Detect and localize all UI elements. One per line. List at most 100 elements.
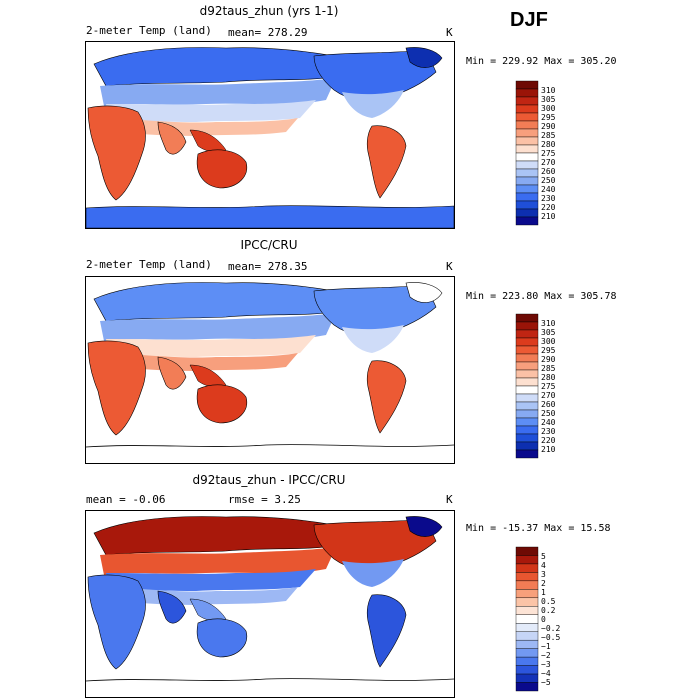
map2-australia — [196, 384, 248, 424]
colorbar-3-label: −0.5 — [541, 633, 560, 642]
colorbar-1-box — [515, 160, 539, 170]
colorbar-3-box — [515, 572, 539, 582]
colorbar-3-label: −4 — [541, 669, 551, 678]
map1-namerica-south — [342, 90, 404, 118]
colorbar-3-box — [515, 639, 539, 649]
colorbar-3-box — [515, 673, 539, 683]
colorbar-3-label: 3 — [541, 570, 546, 579]
colorbar-2-label: 240 — [541, 418, 556, 427]
colorbar-3-label: 5 — [541, 552, 546, 561]
colorbar-2-box — [515, 425, 539, 435]
colorbar-1-box — [515, 168, 539, 178]
panel-3-rmse: rmse = 3.25 — [228, 493, 301, 506]
colorbar-2-box — [515, 393, 539, 403]
colorbar-3-box — [515, 682, 539, 692]
colorbar-3-box — [515, 546, 539, 556]
map1-antarctica — [86, 205, 454, 228]
colorbar-2-box — [515, 361, 539, 371]
colorbar-1-box — [515, 112, 539, 122]
map1-seasia — [189, 129, 227, 153]
colorbar-2-label: 305 — [541, 328, 556, 337]
colorbar-1-box — [515, 144, 539, 154]
colorbar-3-label: 4 — [541, 561, 546, 570]
colorbar-2-label: 310 — [541, 319, 556, 328]
colorbar-2-label: 230 — [541, 427, 556, 436]
colorbar-3-box — [515, 597, 539, 607]
colorbar-3-box — [515, 665, 539, 675]
panel-2-map — [85, 276, 455, 464]
colorbar-1-box — [515, 216, 539, 226]
colorbar-2-box — [515, 329, 539, 339]
map1-greenland — [405, 47, 443, 68]
colorbar-1-box — [515, 88, 539, 98]
panel-2-variable: 2-meter Temp (land) — [86, 258, 212, 271]
colorbar-3-label: −3 — [541, 660, 551, 669]
map1-samerica — [366, 125, 407, 199]
colorbar-1-label: 220 — [541, 203, 556, 212]
map2-africa — [87, 340, 146, 436]
colorbar-2-box — [515, 441, 539, 451]
colorbar-1-box — [515, 176, 539, 186]
colorbar-2-label: 250 — [541, 409, 556, 418]
panel-1-variable: 2-meter Temp (land) — [86, 24, 212, 37]
colorbar-1-box — [515, 128, 539, 138]
map1-eurasia-south — [106, 100, 316, 122]
map3-namerica-south — [342, 559, 404, 587]
map3-eurasia-mid — [100, 547, 336, 575]
panel-3-map — [85, 510, 455, 698]
map2-seasia — [189, 364, 227, 388]
colorbar-3-label: −1 — [541, 642, 551, 651]
panel-3-minmax: Min = -15.37 Max = 15.58 — [466, 523, 611, 534]
colorbar-1-box — [515, 184, 539, 194]
colorbar-1-label: 210 — [541, 212, 556, 221]
colorbar-1-box — [515, 136, 539, 146]
panel-2-units: K — [446, 260, 453, 273]
colorbar-2-box — [515, 449, 539, 459]
colorbar-1-box — [515, 104, 539, 114]
colorbar-3-box — [515, 614, 539, 624]
colorbar-1-label: 305 — [541, 95, 556, 104]
colorbar-1-label: 295 — [541, 113, 556, 122]
map3-samerica — [366, 594, 407, 668]
panel-2-minmax: Min = 223.80 Max = 305.78 — [466, 291, 617, 302]
colorbar-1-label: 300 — [541, 104, 556, 113]
panel-1-colorbar: 3103053002952902852802752702602502402302… — [515, 80, 556, 226]
colorbar-2-label: 275 — [541, 382, 556, 391]
map2-antarctica-outline — [86, 444, 454, 448]
colorbar-2-label: 270 — [541, 391, 556, 400]
map1-eurasia-mid — [100, 78, 336, 106]
map3-eurasia-south — [106, 569, 316, 591]
map2-eurasia-south — [106, 335, 316, 357]
colorbar-1-box — [515, 120, 539, 130]
colorbar-3-box — [515, 606, 539, 615]
colorbar-3-label: −0.2 — [541, 624, 560, 633]
colorbar-2-box — [515, 337, 539, 347]
map3-australia — [196, 618, 248, 658]
colorbar-1-label: 285 — [541, 131, 556, 140]
map2-greenland — [405, 282, 443, 303]
colorbar-2-box — [515, 417, 539, 427]
colorbar-3-label: 2 — [541, 579, 546, 588]
map3-seasia — [189, 598, 227, 622]
colorbar-1-label: 260 — [541, 167, 556, 176]
colorbar-3-box — [515, 656, 539, 666]
colorbar-2-box — [515, 377, 539, 387]
colorbar-1-box — [515, 96, 539, 106]
colorbar-1-label: 250 — [541, 176, 556, 185]
panel-1-map — [85, 41, 455, 229]
panel-2-mean: mean= 278.35 — [228, 260, 308, 273]
map1-australia — [196, 149, 248, 189]
colorbar-2-box — [515, 313, 539, 323]
colorbar-2-box — [515, 401, 539, 411]
panel-3-mean: mean = -0.06 — [86, 493, 166, 506]
map2-samerica — [366, 360, 407, 434]
panel-2-colorbar: 3103053002952902852802752702602502402302… — [515, 313, 556, 459]
colorbar-2-label: 290 — [541, 355, 556, 364]
colorbar-3-box — [515, 589, 539, 599]
colorbar-2-box — [515, 433, 539, 443]
map1-india — [157, 121, 187, 155]
panel-2-title: IPCC/CRU — [240, 238, 298, 252]
colorbar-3-box — [515, 563, 539, 573]
colorbar-1-label: 290 — [541, 122, 556, 131]
